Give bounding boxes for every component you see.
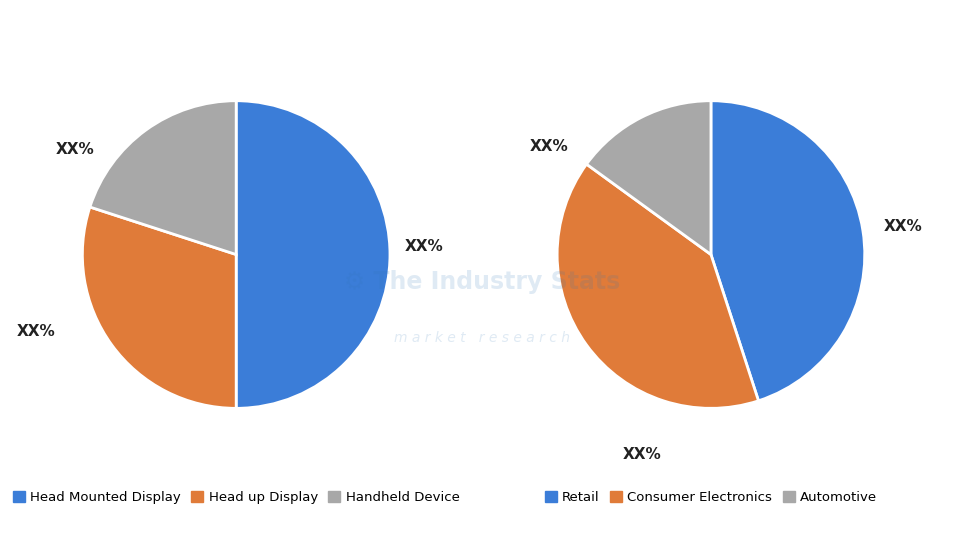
Wedge shape	[557, 164, 759, 408]
Text: Email: sales@theindustrystats.com: Email: sales@theindustrystats.com	[359, 507, 605, 520]
Text: XX%: XX%	[55, 142, 94, 157]
Wedge shape	[710, 101, 865, 401]
Wedge shape	[82, 207, 236, 408]
Text: Source: Theindustrystats Analysis: Source: Theindustrystats Analysis	[29, 507, 268, 520]
Text: XX%: XX%	[405, 240, 443, 255]
Text: Website:: Website:	[873, 507, 935, 520]
Text: Fig. Global Augmented Reality Sales & Revenue Market Share by Product  Types & A: Fig. Global Augmented Reality Sales & Re…	[55, 21, 909, 37]
Text: XX%: XX%	[16, 324, 56, 339]
Wedge shape	[586, 101, 711, 255]
Legend: Head Mounted Display, Head up Display, Handheld Device: Head Mounted Display, Head up Display, H…	[8, 486, 465, 510]
Text: XX%: XX%	[623, 447, 661, 462]
Wedge shape	[236, 101, 390, 408]
Legend: Retail, Consumer Electronics, Automotive: Retail, Consumer Electronics, Automotive	[540, 486, 882, 510]
Text: m a r k e t   r e s e a r c h: m a r k e t r e s e a r c h	[394, 331, 570, 345]
Text: XX%: XX%	[884, 219, 923, 234]
Wedge shape	[90, 101, 236, 255]
Text: XX%: XX%	[530, 140, 569, 154]
Text: ⚙ The Industry Stats: ⚙ The Industry Stats	[344, 270, 620, 294]
